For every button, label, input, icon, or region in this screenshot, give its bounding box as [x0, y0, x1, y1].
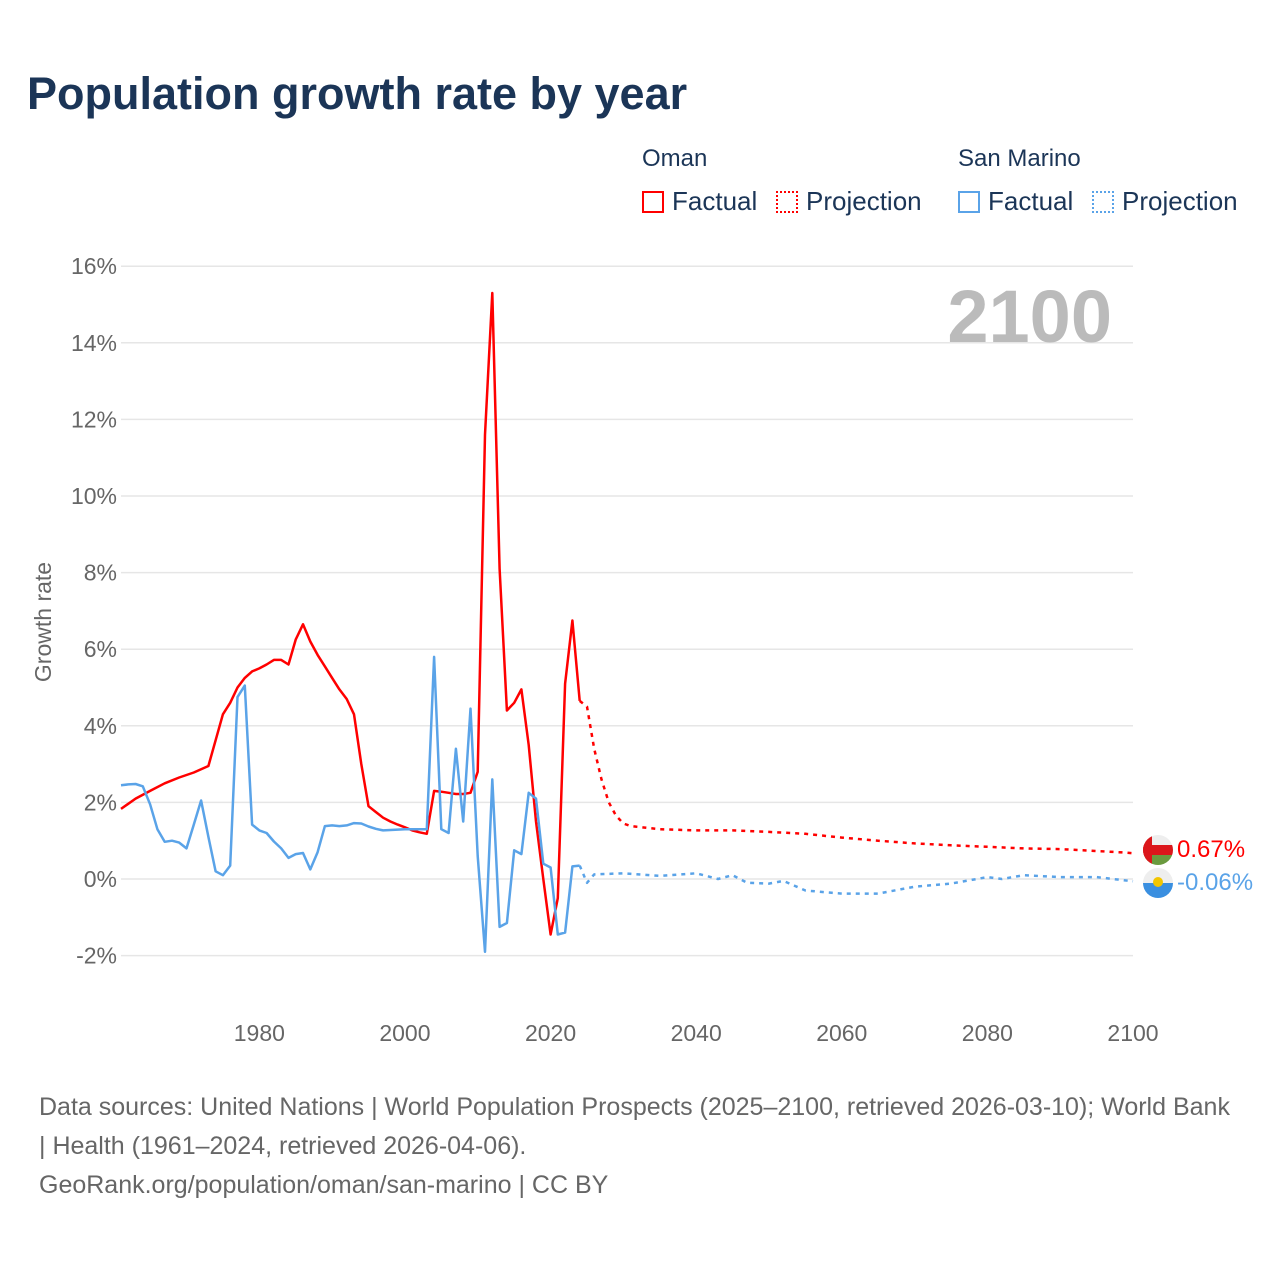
y-tick-label: 14%	[71, 330, 117, 356]
y-tick-label: 6%	[84, 636, 117, 662]
x-tick-label: 2020	[525, 1020, 576, 1046]
legend-san-marino-factual[interactable]: Factual	[958, 186, 1073, 217]
y-tick-label: 2%	[84, 789, 117, 815]
solid-swatch-icon	[958, 190, 980, 213]
plot-area: -2% 0% 2% 4% 6% 8% 10% 12% 14% 16% 1980 2000 2020 204…	[30, 253, 1253, 1046]
x-tick-label: 2040	[671, 1020, 722, 1046]
legend-san-marino-projection[interactable]: Projection	[1092, 186, 1238, 217]
y-tick-label: 10%	[71, 483, 117, 509]
legend-label: Factual	[988, 186, 1074, 216]
x-tick-label: 2100	[1107, 1020, 1158, 1046]
chart-title: Population growth rate by year	[27, 68, 688, 119]
san-marino-end-value: -0.06%	[1177, 869, 1253, 896]
y-tick-label: -2%	[76, 943, 117, 969]
oman-flag-icon	[1143, 835, 1173, 865]
y-tick-label: 0%	[84, 866, 117, 892]
source-note: Data sources: United Nations | World Pop…	[39, 1088, 1239, 1205]
oman-projection-line	[578, 699, 1134, 855]
dotted-swatch-icon	[776, 190, 798, 213]
y-tick-label: 4%	[84, 713, 117, 739]
san-marino-flag-icon	[1143, 868, 1173, 898]
y-tick-label: 12%	[71, 406, 117, 432]
x-tick-label: 2060	[816, 1020, 867, 1046]
x-tick-label: 2000	[379, 1020, 430, 1046]
y-axis-label: Growth rate	[30, 562, 56, 682]
x-tick-label: 1980	[234, 1020, 285, 1046]
source-text: Data sources: United Nations | World Pop…	[39, 1093, 1230, 1160]
oman-end-value: 0.67%	[1177, 836, 1245, 863]
legend-oman-projection[interactable]: Projection	[776, 186, 922, 217]
oman-factual-line	[120, 291, 581, 936]
solid-swatch-icon	[642, 190, 664, 213]
legend-group-oman: Oman	[642, 145, 708, 172]
y-tick-label: 8%	[84, 560, 117, 586]
source-link[interactable]: GeoRank.org/population/oman/san-marino |…	[39, 1171, 609, 1199]
legend-oman-factual[interactable]: Factual	[642, 186, 757, 217]
legend-label: Projection	[1122, 186, 1238, 216]
y-tick-label: 16%	[71, 253, 117, 279]
legend-label: Factual	[672, 186, 758, 216]
year-indicator: 2100	[947, 275, 1112, 358]
legend-label: Projection	[806, 186, 922, 216]
x-tick-label: 2080	[962, 1020, 1013, 1046]
san-marino-factual-line	[120, 655, 580, 954]
san-marino-projection-line	[578, 865, 1134, 895]
dotted-swatch-icon	[1092, 190, 1114, 213]
legend-group-san-marino: San Marino	[958, 145, 1081, 172]
